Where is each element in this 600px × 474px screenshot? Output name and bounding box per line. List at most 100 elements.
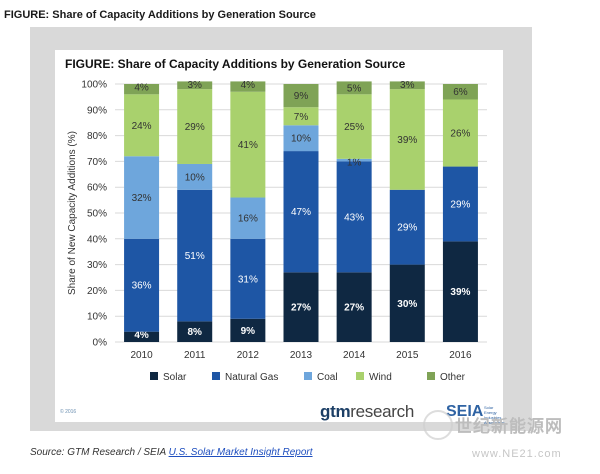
legend-swatch (150, 372, 158, 380)
bar-segment (177, 321, 213, 342)
bar-segment (283, 84, 319, 108)
legend-label: Other (440, 372, 466, 383)
bar-segment (442, 166, 478, 242)
y-tick-label: 60% (87, 183, 107, 194)
legend-swatch (212, 372, 220, 380)
y-tick-label: 30% (87, 260, 107, 271)
bar-segment (283, 125, 319, 152)
data-label: 41% (238, 140, 258, 151)
legend-label: Solar (163, 372, 187, 383)
data-label: 30% (397, 299, 417, 310)
bar-segment (442, 99, 478, 167)
data-label: 29% (397, 223, 417, 234)
bar-segment (336, 272, 372, 342)
bar-segment (389, 89, 425, 190)
data-label: 9% (241, 326, 256, 337)
legend-swatch (356, 372, 364, 380)
data-label: 5% (347, 83, 362, 94)
data-label: 10% (185, 172, 205, 183)
y-tick-label: 90% (87, 105, 107, 116)
y-tick-label: 70% (87, 157, 107, 168)
bar-segment (230, 238, 266, 319)
bar-segment (283, 107, 319, 126)
bar-segment (177, 163, 213, 190)
data-label: 27% (344, 303, 364, 314)
data-label: 29% (185, 122, 205, 133)
data-label: 4% (241, 80, 256, 91)
data-label: 3% (400, 80, 415, 91)
bar-segment (336, 161, 372, 273)
x-tick-label: 2014 (343, 350, 366, 361)
data-label: 43% (344, 212, 364, 223)
data-label: 47% (291, 207, 311, 218)
bar-segment (124, 84, 160, 95)
data-label: 27% (291, 303, 311, 314)
seia-logo: SEIA (446, 403, 484, 420)
bar-segment (442, 241, 478, 342)
bar-segment (336, 81, 372, 95)
data-label: 25% (344, 122, 364, 133)
data-label: 3% (187, 80, 202, 91)
y-tick-label: 100% (81, 80, 107, 91)
y-axis-label: Share of New Capacity Additions (%) (67, 131, 78, 295)
bar-segment (442, 84, 478, 100)
data-label: 4% (134, 330, 149, 341)
data-label: 7% (294, 112, 309, 123)
seia-logo-subtitle: Solar Energy Industries Association (484, 405, 505, 425)
x-tick-label: 2012 (237, 350, 260, 361)
data-label: 6% (453, 87, 468, 98)
bar-segment (124, 94, 160, 157)
legend-swatch (304, 372, 312, 380)
data-label: 26% (450, 129, 470, 140)
data-label: 1% (347, 157, 362, 168)
bar-segment (124, 156, 160, 239)
source-prefix: Source: GTM Research / SEIA (30, 447, 169, 458)
bar-segment (230, 91, 266, 198)
data-label: 4% (134, 83, 149, 94)
watermark-seal-icon (423, 410, 453, 440)
legend-label: Coal (317, 372, 338, 383)
data-label: 32% (132, 193, 152, 204)
data-label: 10% (291, 134, 311, 145)
chart-title: FIGURE: Share of Capacity Additions by G… (65, 57, 406, 71)
source-report-link[interactable]: U.S. Solar Market Insight Report (168, 447, 313, 458)
bar-segment (283, 151, 319, 273)
bar-segment (177, 89, 213, 164)
data-label: 29% (450, 199, 470, 210)
bar-segment (124, 238, 160, 332)
copyright-note: © 2016 (60, 409, 77, 415)
data-label: 9% (294, 91, 309, 102)
y-tick-label: 50% (87, 209, 107, 220)
bar-segment (336, 94, 372, 159)
bar-segment (230, 197, 266, 239)
legend-label: Natural Gas (225, 372, 278, 383)
x-tick-label: 2016 (449, 350, 472, 361)
bar-segment (336, 158, 372, 162)
data-label: 51% (185, 251, 205, 262)
data-label: 16% (238, 214, 258, 225)
bar-segment (389, 81, 425, 90)
figure-caption: FIGURE: Share of Capacity Additions by G… (4, 9, 316, 21)
bar-segment (389, 189, 425, 265)
gtm-logo-suffix: research (350, 402, 415, 421)
bar-segment (230, 81, 266, 92)
x-tick-label: 2011 (184, 350, 206, 361)
data-label: 31% (238, 274, 258, 285)
watermark-url: www.NE21.com (472, 448, 562, 460)
data-label: 39% (450, 287, 470, 298)
y-tick-label: 20% (87, 286, 107, 297)
y-tick-label: 40% (87, 234, 107, 245)
data-label: 36% (132, 281, 152, 292)
data-label: 8% (187, 327, 202, 338)
data-label: 39% (397, 135, 417, 146)
bar-segment (177, 189, 213, 322)
bar-segment (124, 331, 160, 342)
legend-swatch (427, 372, 435, 380)
bar-segment (283, 272, 319, 342)
x-tick-label: 2013 (290, 350, 313, 361)
watermark-text: 世纪新能源网 (455, 417, 563, 436)
legend-label: Wind (369, 372, 392, 383)
source-note: Source: GTM Research / SEIA U.S. Solar M… (30, 447, 313, 458)
gtm-logo-prefix: gtm (320, 402, 351, 421)
